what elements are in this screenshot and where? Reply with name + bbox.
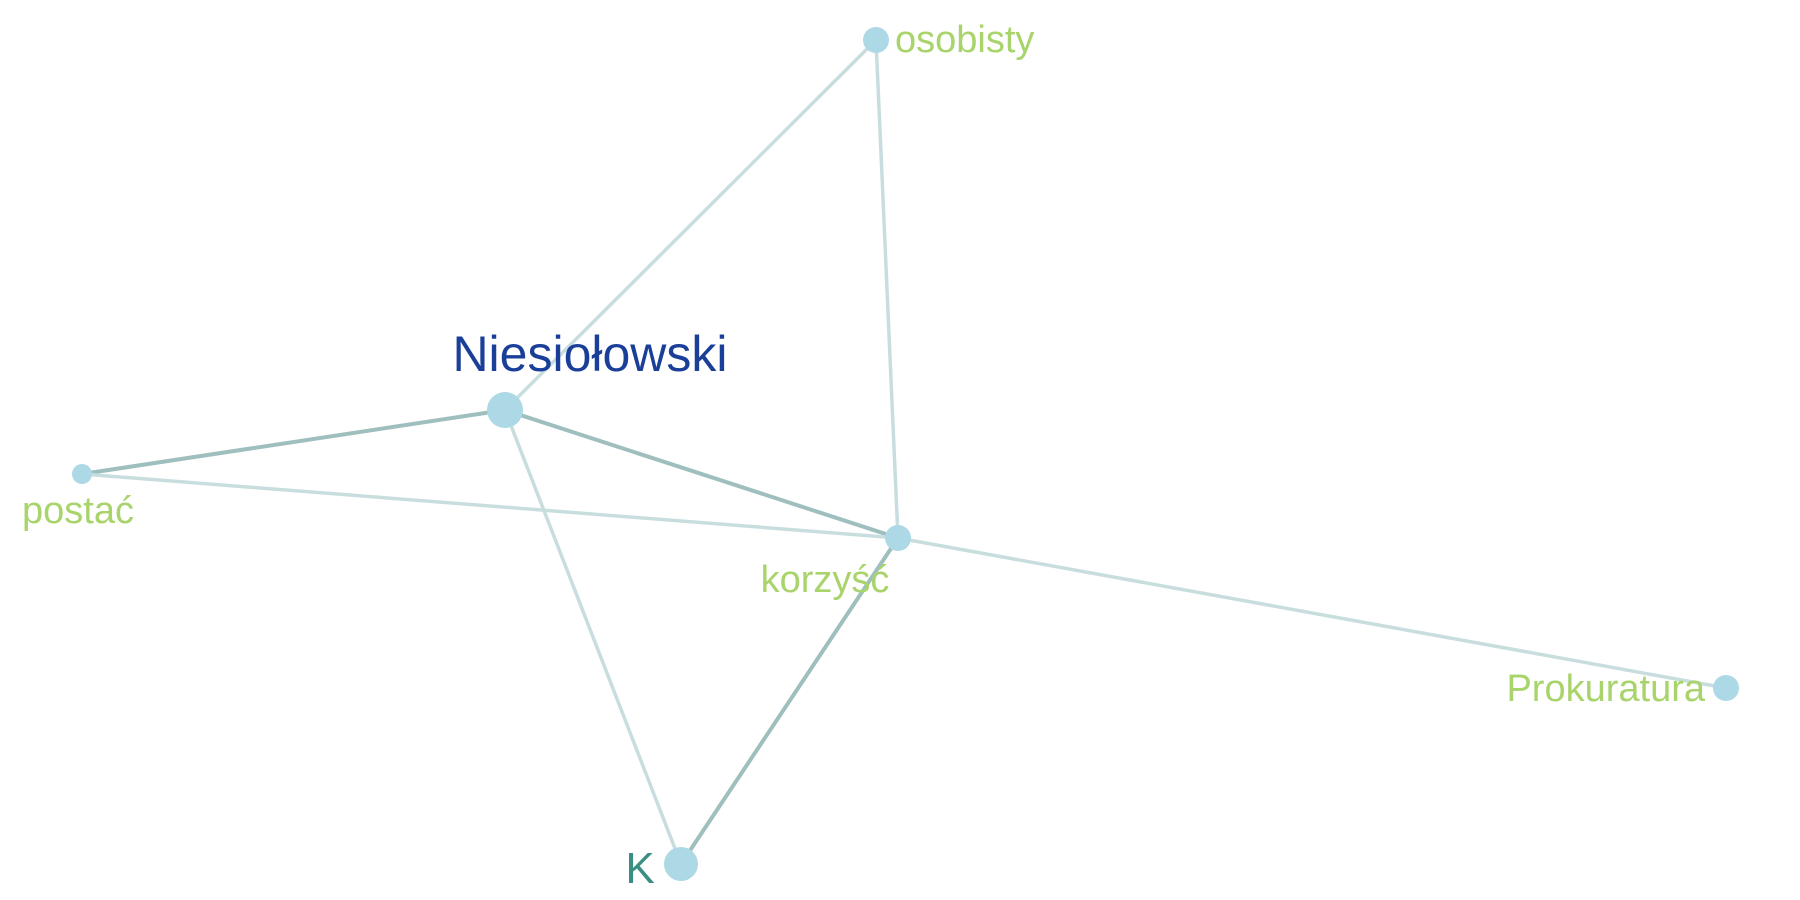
node-niesiolowski[interactable] [487,392,523,428]
nodes-layer [72,27,1739,881]
labels-layer: Niesiołowski osobisty postać korzyść Prokura… [22,19,1706,893]
node-label-postac: postać [22,490,134,532]
node-label-k: K [625,844,654,893]
node-label-prokuratura: Prokuratura [1506,668,1705,710]
edge-osobisty-korzysc [876,40,898,538]
node-label-osobisty: osobisty [895,19,1034,61]
node-prokuratura[interactable] [1713,675,1739,701]
node-label-niesiolowski: Niesiołowski [452,326,727,382]
node-postac[interactable] [72,464,92,484]
edge-niesiolowski-k [505,410,681,864]
node-k[interactable] [664,847,698,881]
edge-korzysc-prokuratura [898,538,1726,688]
edges-layer [82,40,1726,864]
node-label-korzysc: korzyść [761,559,890,601]
node-korzysc[interactable] [885,525,911,551]
node-osobisty[interactable] [863,27,889,53]
edge-niesiolowski-korzysc [505,410,898,538]
edge-postac-korzysc [82,474,898,538]
edge-niesiolowski-postac [82,410,505,474]
